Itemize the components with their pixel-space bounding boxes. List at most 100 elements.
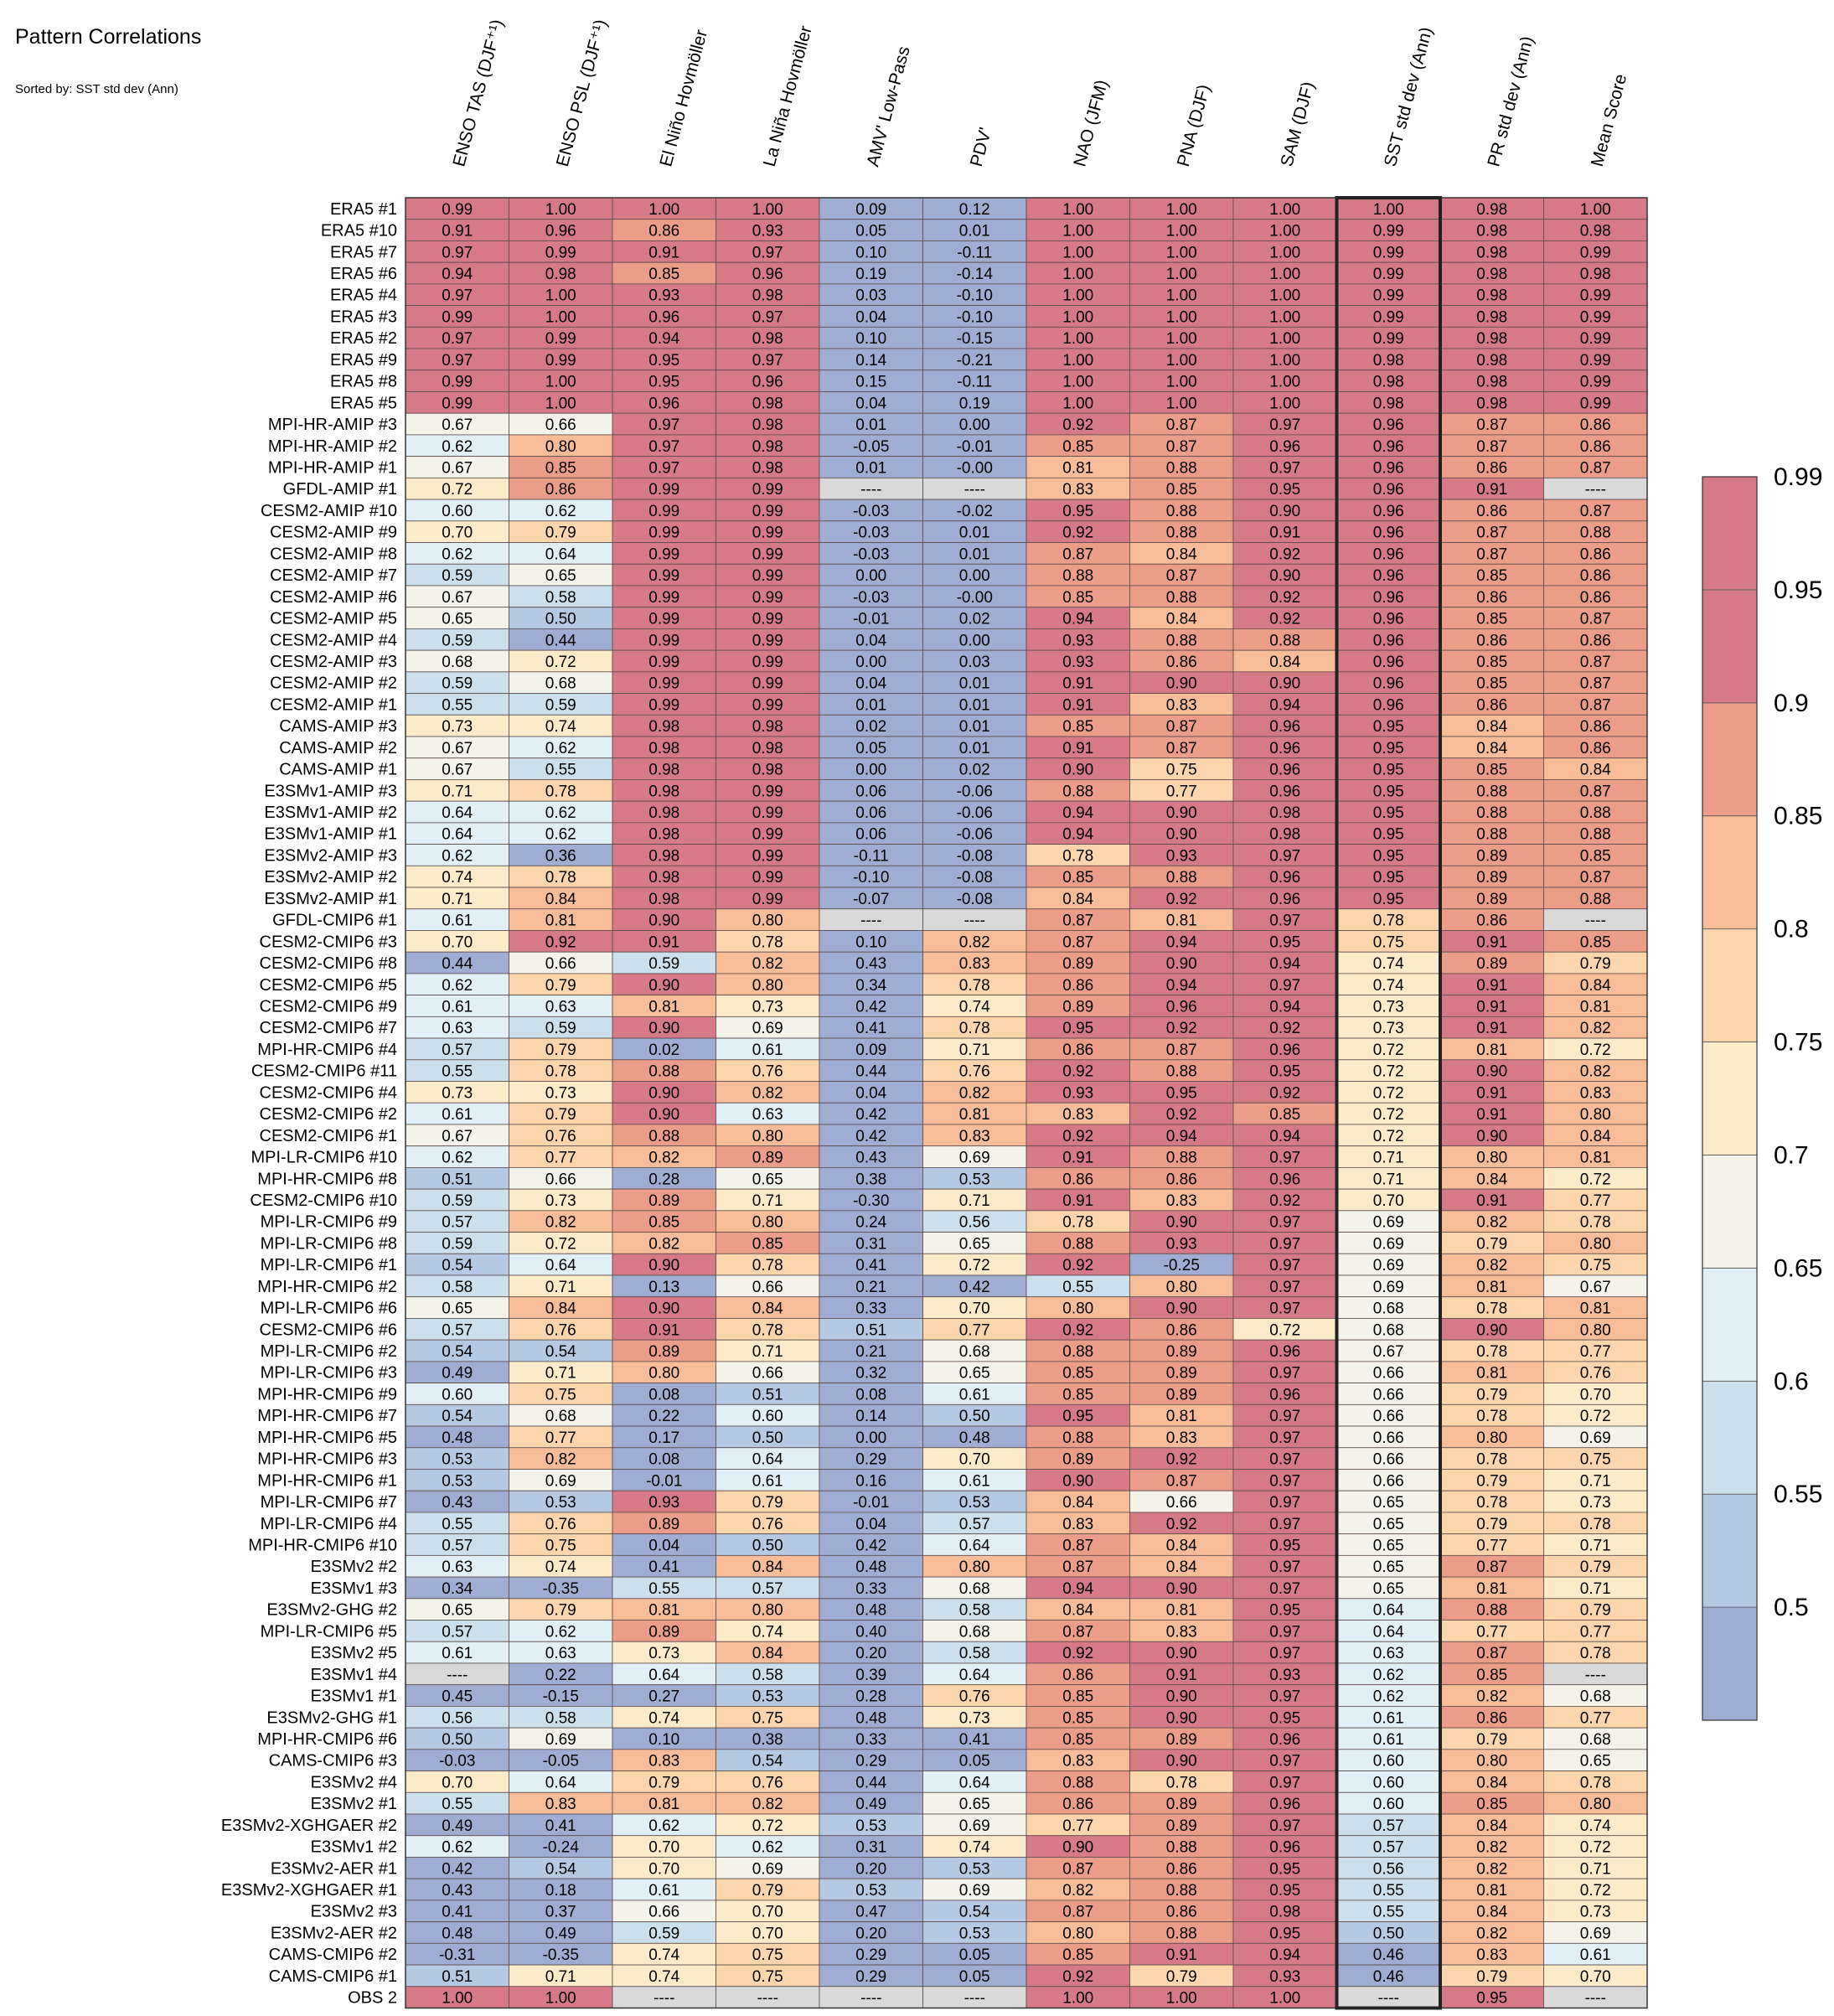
cell-value-label: 0.31 bbox=[855, 1839, 886, 1857]
heatmap-cell bbox=[509, 800, 613, 824]
cell-value-label: 0.42 bbox=[442, 1860, 473, 1878]
heatmap-cell bbox=[922, 1403, 1027, 1427]
cell-value-label: 0.72 bbox=[1373, 1063, 1404, 1081]
heatmap-cell bbox=[509, 1641, 613, 1664]
cell-value-label: 0.94 bbox=[1269, 1128, 1300, 1145]
cell-value-label: 0.87 bbox=[1476, 545, 1507, 563]
cell-value-label: 0.43 bbox=[442, 1882, 473, 1900]
heatmap-cell bbox=[405, 1770, 509, 1793]
cell-value-label: 0.48 bbox=[959, 1429, 990, 1447]
cell-value-label: 0.59 bbox=[545, 1020, 576, 1037]
heatmap-cell bbox=[405, 1425, 509, 1449]
cell-value-label: 0.88 bbox=[648, 1128, 679, 1145]
cell-value-label: 0.62 bbox=[545, 804, 576, 822]
cell-value-label: 0.42 bbox=[855, 1106, 886, 1124]
cell-value-label: 0.14 bbox=[855, 352, 886, 370]
cell-value-label: 0.16 bbox=[855, 1472, 886, 1490]
row-label: CESM2-CMIP6 #3 bbox=[260, 933, 398, 951]
cell-value-label: 0.91 bbox=[1476, 933, 1507, 951]
cell-value-label: 0.98 bbox=[1476, 201, 1507, 219]
heatmap-cell bbox=[1025, 240, 1130, 263]
cell-value-label: 0.04 bbox=[855, 1516, 886, 1533]
heatmap-cell bbox=[509, 1857, 613, 1879]
cell-value-label: 0.65 bbox=[959, 1365, 990, 1383]
cell-value-label: 0.72 bbox=[442, 481, 473, 499]
cell-value-label: 0.98 bbox=[752, 718, 783, 736]
heatmap-cell bbox=[1232, 240, 1337, 263]
heatmap-cell bbox=[1129, 1598, 1234, 1621]
row-label: CESM2-CMIP6 #11 bbox=[251, 1062, 397, 1081]
heatmap-cell bbox=[716, 477, 820, 500]
cell-value-label: 0.91 bbox=[442, 223, 473, 240]
cell-value-label: 0.71 bbox=[959, 1192, 990, 1210]
colorbar-tick-label: 0.99 bbox=[1774, 463, 1822, 491]
heatmap-cell bbox=[612, 736, 716, 759]
cell-value-label: 0.86 bbox=[1166, 1860, 1197, 1878]
cell-value-label: 0.83 bbox=[1062, 1106, 1093, 1124]
cell-value-label: 0.61 bbox=[442, 1645, 473, 1662]
cell-value-label: 0.99 bbox=[442, 395, 473, 412]
cell-value-label: 0.81 bbox=[1580, 999, 1611, 1016]
cell-value-label: 0.09 bbox=[855, 201, 886, 219]
cell-value-label: 0.01 bbox=[959, 675, 990, 693]
cell-value-label: 0.95 bbox=[1373, 804, 1404, 822]
cell-value-label: 0.65 bbox=[442, 611, 473, 628]
cell-value-label: 0.87 bbox=[1062, 1538, 1093, 1555]
cell-value-label: 0.98 bbox=[648, 740, 679, 757]
cell-value-label: 0.55 bbox=[1062, 1279, 1093, 1296]
cell-value-label: 0.98 bbox=[1476, 395, 1507, 412]
heatmap-cell bbox=[1025, 973, 1130, 996]
heatmap-cell bbox=[819, 865, 923, 888]
column-label: El Niño Hovmöller bbox=[656, 28, 711, 168]
heatmap-cell bbox=[1129, 283, 1234, 307]
cell-value-label: 0.72 bbox=[1373, 1128, 1404, 1145]
heatmap-cell bbox=[1336, 1361, 1441, 1384]
cell-value-label: 0.70 bbox=[959, 1451, 990, 1469]
cell-value-label: 0.88 bbox=[1476, 804, 1507, 822]
cell-value-label: 1.00 bbox=[1062, 223, 1093, 240]
row-label: MPI-LR-CMIP6 #10 bbox=[251, 1149, 398, 1167]
cell-value-label: 0.70 bbox=[1580, 1386, 1611, 1403]
heatmap-cell bbox=[1129, 1554, 1234, 1578]
cell-value-label: 0.86 bbox=[1476, 503, 1507, 520]
heatmap-cell bbox=[1439, 1124, 1544, 1147]
cell-value-label: 0.61 bbox=[648, 1882, 679, 1900]
cell-value-label: 1.00 bbox=[1269, 266, 1300, 283]
heatmap-cell bbox=[716, 1469, 820, 1491]
cell-value-label: 0.90 bbox=[648, 1300, 679, 1318]
cell-value-label: 0.91 bbox=[1476, 999, 1507, 1016]
cell-value-label: 0.53 bbox=[959, 1171, 990, 1188]
heatmap-cell bbox=[1232, 736, 1337, 759]
cell-value-label: 0.91 bbox=[648, 244, 679, 261]
cell-value-label: 0.54 bbox=[959, 1904, 990, 1921]
heatmap-cell bbox=[612, 585, 716, 608]
cell-value-label: 0.81 bbox=[1476, 1279, 1507, 1296]
cell-value-label: 0.83 bbox=[1166, 1623, 1197, 1641]
cell-value-label: 0.87 bbox=[1476, 1645, 1507, 1662]
row-label: E3SMv2 #2 bbox=[311, 1558, 397, 1576]
heatmap-cell bbox=[1232, 1684, 1337, 1707]
heatmap-cell bbox=[1129, 736, 1234, 759]
cell-value-label: 0.86 bbox=[1062, 1042, 1093, 1059]
cell-value-label: 0.78 bbox=[545, 869, 576, 887]
heatmap-cell bbox=[1129, 1706, 1234, 1729]
cell-value-label: 0.86 bbox=[1476, 912, 1507, 930]
cell-value-label: 0.91 bbox=[1062, 740, 1093, 757]
cell-value-label: 0.98 bbox=[1476, 308, 1507, 326]
heatmap-cell bbox=[819, 1533, 923, 1556]
cell-value-label: 0.96 bbox=[1373, 611, 1404, 628]
heatmap-cell bbox=[405, 1986, 509, 2008]
cell-value-label: 0.87 bbox=[1062, 1559, 1093, 1576]
cell-value-label: 0.46 bbox=[1373, 1968, 1404, 1986]
cell-value-label: 0.86 bbox=[1580, 632, 1611, 649]
heatmap-cell bbox=[1025, 1684, 1130, 1707]
cell-value-label: 0.80 bbox=[752, 1602, 783, 1620]
cell-value-label: 0.84 bbox=[1476, 1904, 1507, 1921]
heatmap-cell bbox=[1232, 1813, 1337, 1837]
cell-value-label: 0.91 bbox=[1062, 696, 1093, 714]
cell-value-label: 0.99 bbox=[1580, 287, 1611, 305]
heatmap-cell bbox=[1543, 542, 1648, 565]
cell-value-label: 0.70 bbox=[648, 1839, 679, 1857]
cell-value-label: 0.47 bbox=[855, 1904, 886, 1921]
